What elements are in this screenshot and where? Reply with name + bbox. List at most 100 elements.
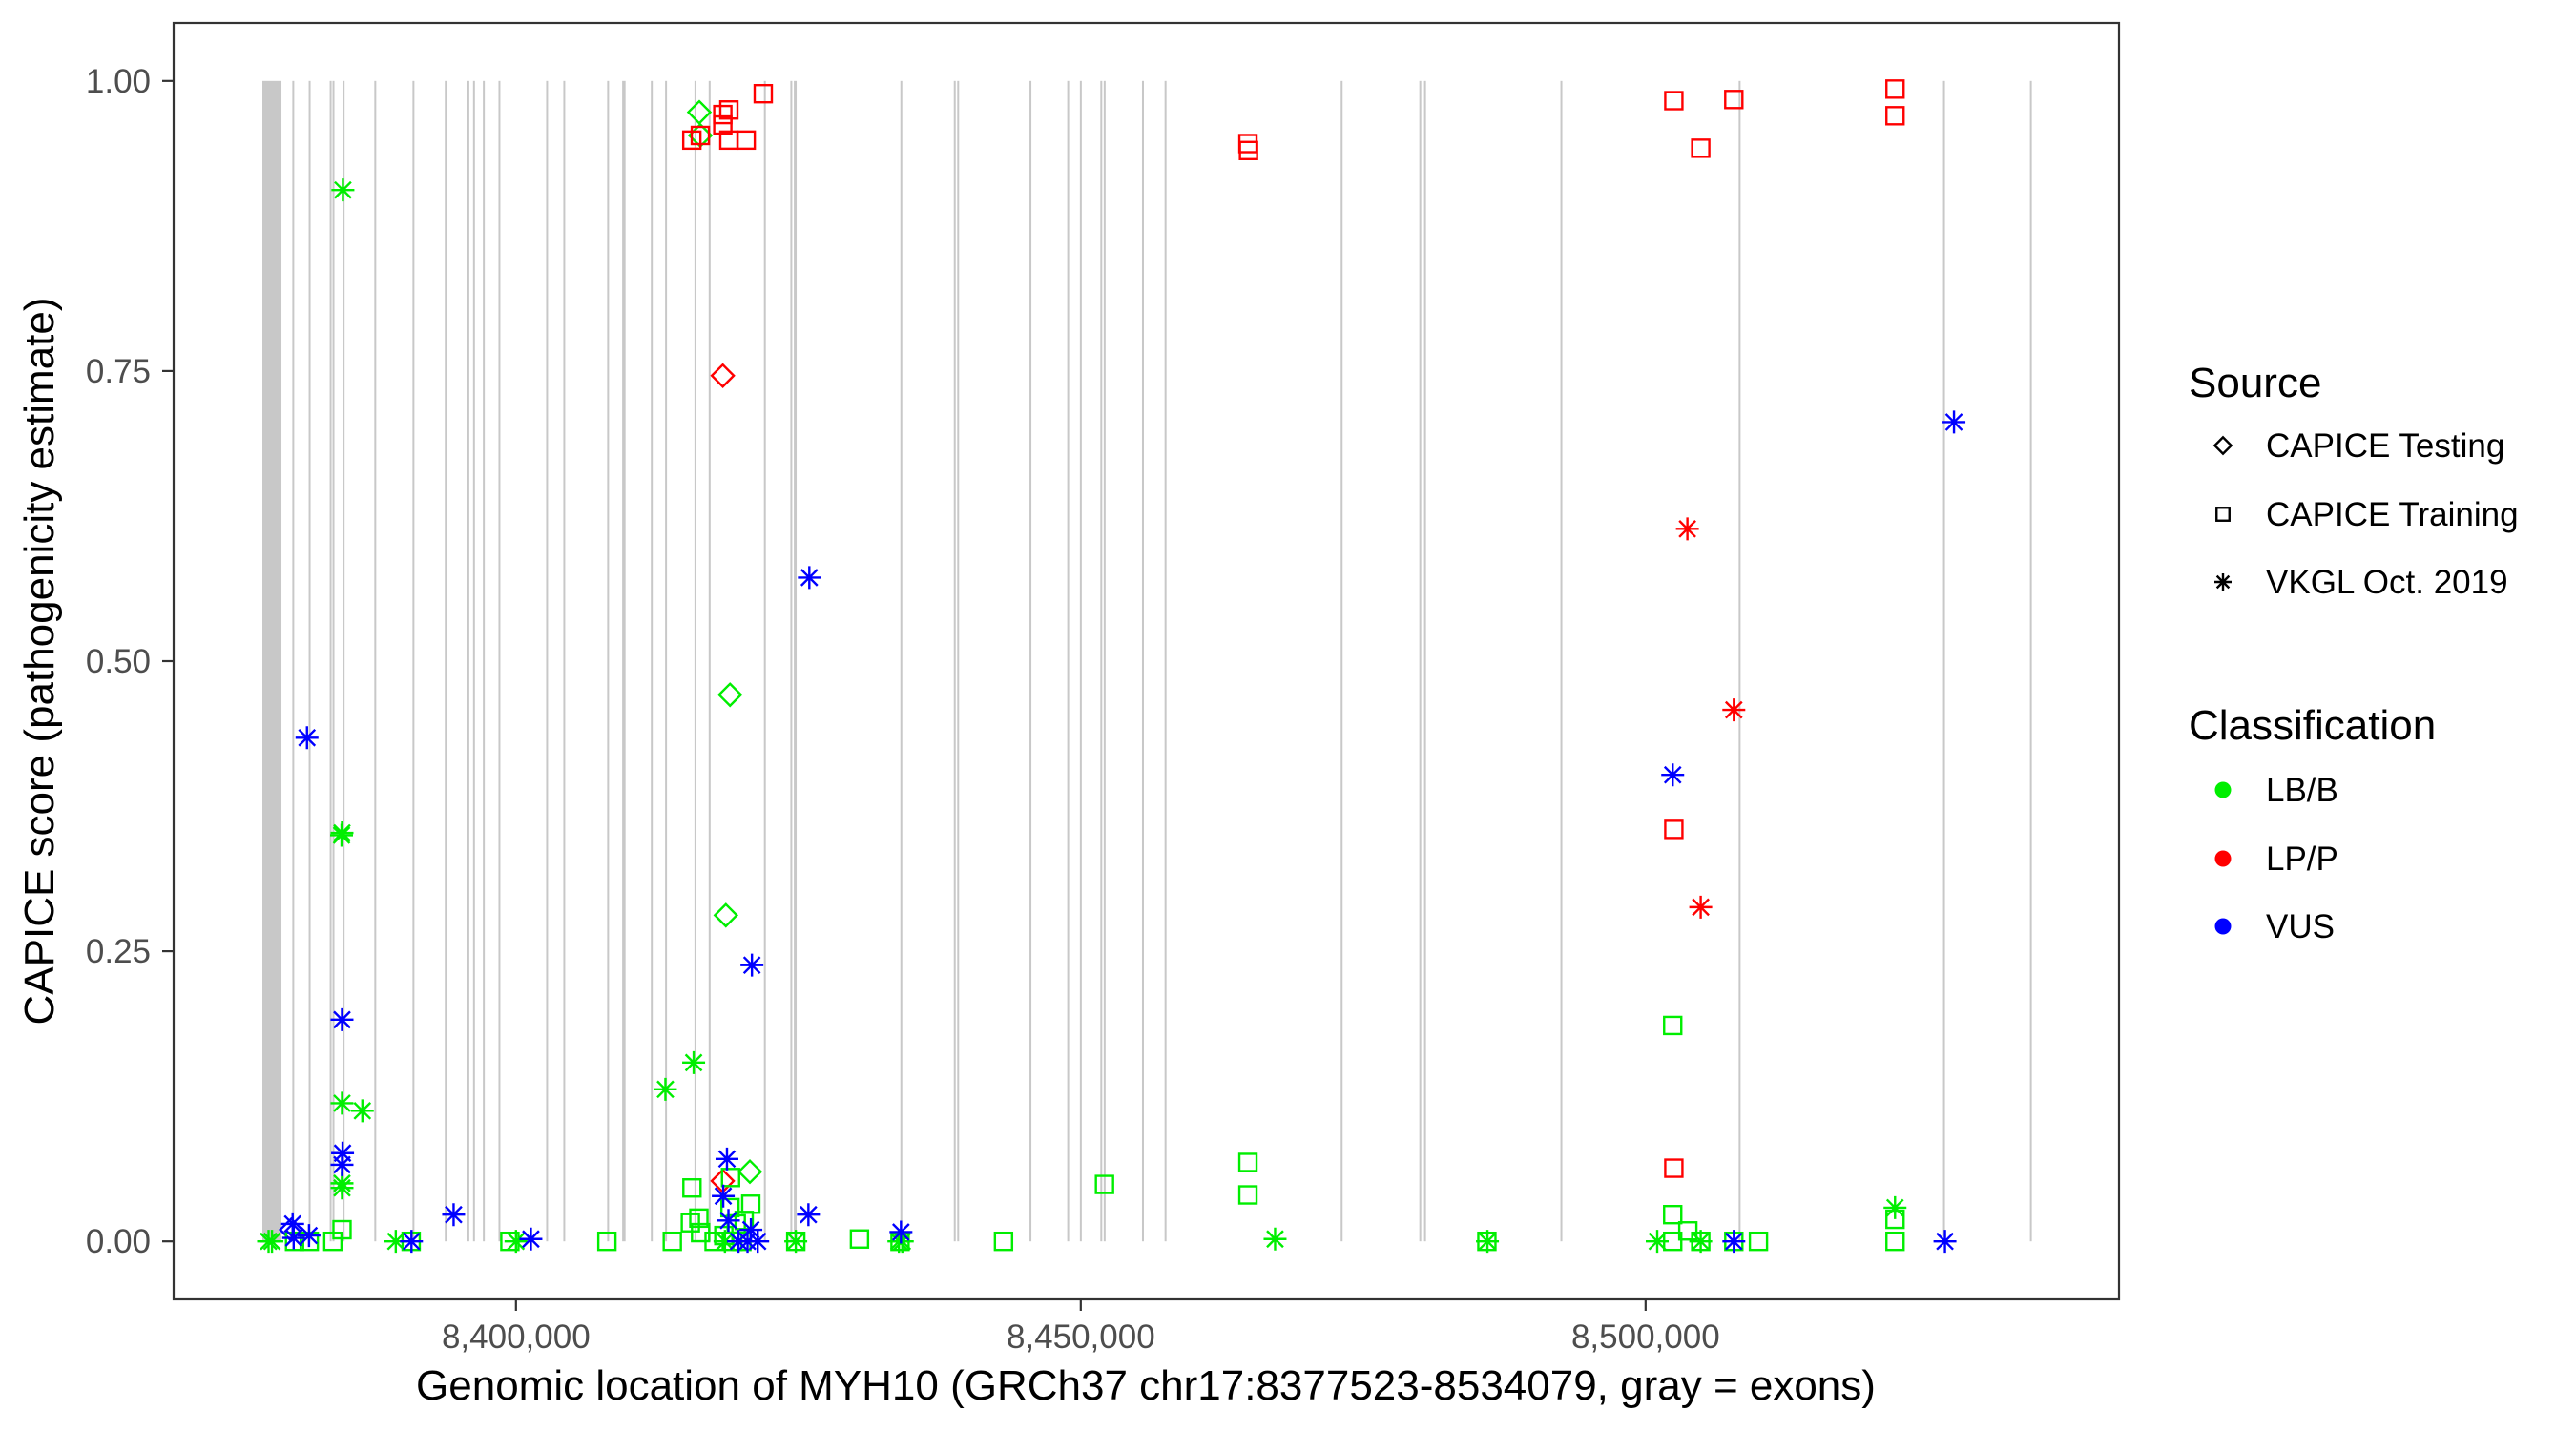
data-point	[710, 363, 736, 388]
data-point	[784, 1230, 808, 1254]
data-point	[682, 1178, 702, 1198]
data-point	[442, 1203, 466, 1227]
exon-band	[607, 80, 610, 1242]
exon-band	[1164, 80, 1167, 1242]
data-point	[1724, 90, 1744, 110]
legend-item-classification: VUS	[2214, 908, 2335, 945]
exon-band	[694, 80, 696, 1242]
exon-band	[472, 80, 475, 1242]
data-point	[690, 125, 711, 146]
exon-band	[1103, 80, 1106, 1242]
data-point	[654, 1077, 677, 1101]
exon-band	[900, 80, 903, 1242]
data-point	[1237, 134, 1258, 154]
dot-icon	[2214, 850, 2232, 867]
data-point	[281, 1226, 305, 1250]
data-point	[713, 114, 733, 135]
data-point	[753, 83, 774, 104]
exon-band	[665, 80, 668, 1242]
legend-label: LB/B	[2266, 772, 2338, 809]
data-point	[746, 1230, 770, 1254]
exon-band	[1560, 80, 1563, 1242]
legend-source-title: Source	[2189, 360, 2321, 406]
exon-band	[292, 80, 295, 1242]
data-point	[519, 1227, 543, 1251]
data-point	[1675, 517, 1699, 541]
diamond-icon	[2212, 435, 2233, 456]
data-point	[713, 1230, 737, 1254]
legend-item-classification: LB/B	[2214, 772, 2338, 809]
data-point	[1748, 1231, 1769, 1252]
exon-band	[483, 80, 486, 1242]
data-points	[257, 79, 1966, 1254]
data-point	[400, 1230, 424, 1254]
data-point	[1476, 1230, 1500, 1254]
y-tick-label: 0.50	[86, 643, 151, 680]
dot-icon	[2214, 918, 2232, 935]
y-tick-label: 0.00	[86, 1223, 151, 1260]
legend-label: CAPICE Testing	[2266, 427, 2504, 465]
legend-item-source: CAPICE Training	[2215, 496, 2519, 533]
data-point	[890, 1230, 914, 1254]
y-tick-label: 0.75	[86, 353, 151, 390]
y-tick-label: 0.25	[86, 933, 151, 970]
data-point	[889, 1220, 913, 1244]
data-point	[712, 1184, 736, 1208]
data-point	[739, 1218, 763, 1242]
data-point	[682, 1050, 706, 1074]
plot-panel-border	[172, 21, 2121, 1301]
data-point	[384, 1230, 407, 1254]
exon-band	[329, 80, 332, 1242]
data-point	[717, 1209, 740, 1233]
data-point	[1237, 1152, 1258, 1172]
data-point	[713, 104, 733, 125]
data-point	[260, 1230, 284, 1254]
data-point	[720, 1168, 740, 1188]
data-point	[297, 1224, 321, 1248]
legend-label: VKGL Oct. 2019	[2266, 564, 2508, 601]
data-point	[1663, 1205, 1683, 1225]
data-point	[849, 1229, 870, 1249]
square-icon	[2215, 507, 2231, 522]
exon-band	[1340, 80, 1343, 1242]
data-point	[1933, 1230, 1957, 1254]
data-point	[740, 953, 764, 977]
exon-band	[546, 80, 549, 1242]
exon-band	[262, 80, 282, 1242]
exon-band	[622, 80, 626, 1242]
data-point	[715, 1147, 738, 1171]
x-axis-title: Genomic location of MYH10 (GRCh37 chr17:…	[416, 1362, 1876, 1409]
exon-band	[1423, 80, 1426, 1242]
data-point	[1663, 1015, 1683, 1036]
data-point	[504, 1230, 528, 1254]
data-point	[331, 1141, 355, 1165]
exon-band	[1419, 80, 1422, 1242]
data-point	[686, 99, 713, 125]
data-point	[330, 1152, 354, 1176]
data-point	[1664, 819, 1684, 840]
exon-bands	[262, 80, 2032, 1242]
data-point	[280, 1212, 304, 1235]
data-point	[330, 1091, 354, 1115]
data-point	[1646, 1230, 1670, 1254]
legend-label: CAPICE Training	[2266, 496, 2519, 533]
data-point	[330, 1007, 354, 1031]
exon-band	[1029, 80, 1032, 1242]
data-point	[1691, 138, 1711, 158]
data-point	[713, 902, 738, 928]
data-point	[1094, 1174, 1114, 1194]
exon-band	[445, 80, 447, 1242]
y-axis-title: CAPICE score (pathogenicity estimate)	[16, 298, 63, 1026]
exon-band	[953, 80, 956, 1242]
exon-band	[2029, 80, 2032, 1242]
data-point	[717, 682, 743, 708]
data-point	[330, 821, 354, 845]
x-tick-label: 8,500,000	[1571, 1318, 1720, 1356]
exon-band	[332, 80, 335, 1242]
exon-band	[708, 80, 711, 1242]
data-point	[1722, 1230, 1746, 1254]
legend-label: LP/P	[2266, 840, 2338, 878]
exon-band	[1079, 80, 1082, 1242]
data-point	[1237, 1185, 1258, 1205]
